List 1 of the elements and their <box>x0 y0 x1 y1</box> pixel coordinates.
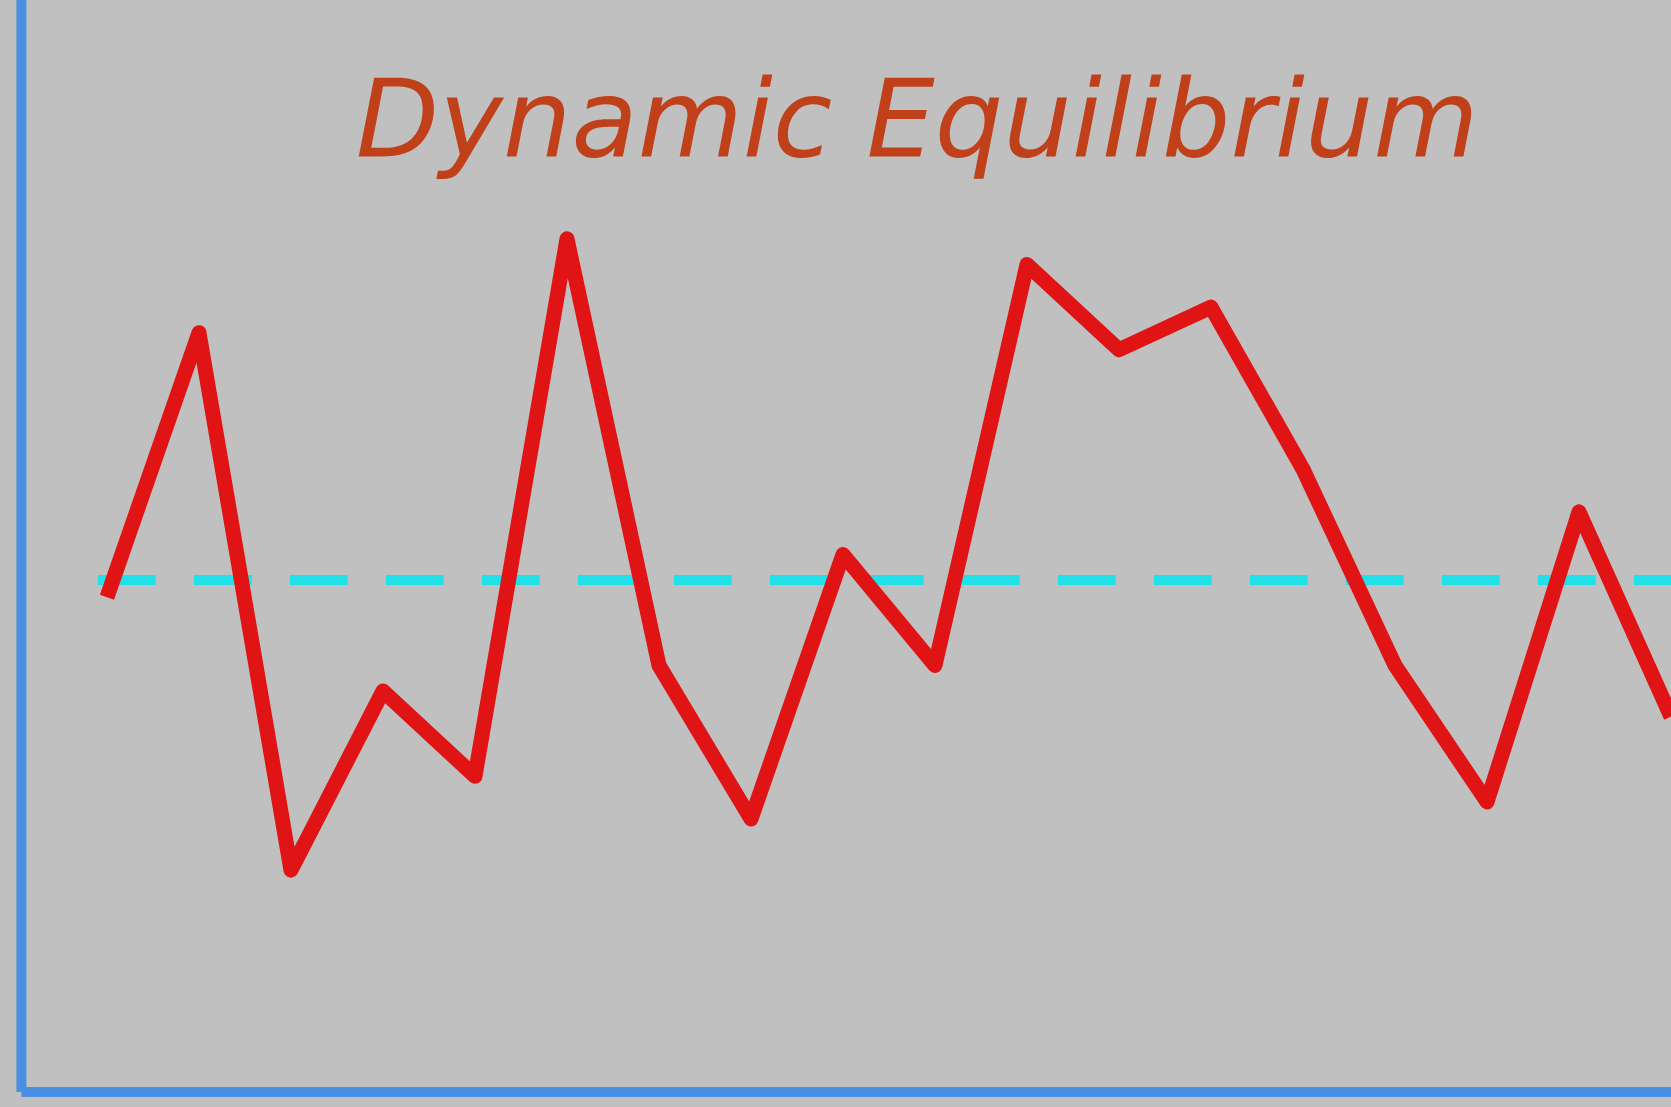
chart-title: Dynamic Equilibrium <box>358 74 1472 179</box>
